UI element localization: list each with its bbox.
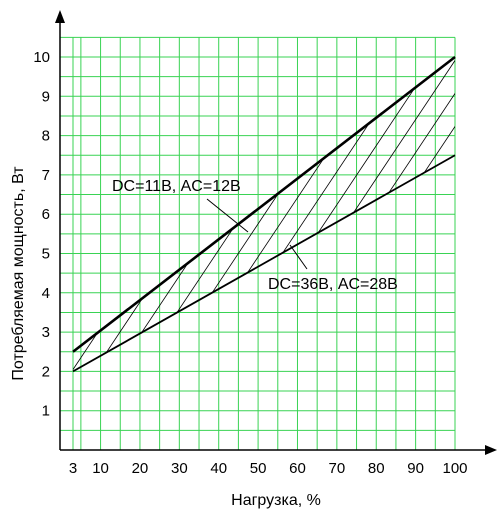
x-tick-label: 100 (442, 460, 467, 477)
y-tick-label: 9 (42, 88, 50, 105)
series-line-lower (72, 154, 456, 373)
y-tick-label: 10 (33, 49, 50, 66)
x-axis-arrow (485, 445, 497, 455)
y-tick-label: 5 (42, 246, 50, 263)
annotation-upper-leader (206, 198, 249, 233)
x-tick-label: 3 (69, 460, 77, 477)
axes (55, 10, 497, 455)
hatch-line (357, 57, 455, 372)
hatch-line (73, 57, 373, 372)
annotation-upper-line: DC=11В, AC=12В (112, 178, 241, 195)
grid (60, 36, 456, 450)
hatch-line (468, 20, 499, 470)
y-tick-label: 7 (42, 167, 50, 184)
x-tick-label: 60 (289, 460, 306, 477)
y-tick-label: 2 (42, 363, 50, 380)
tick-labels: 3 10 20 30 40 50 60 70 80 90 100 1 2 3 4 5 6 7 8 9 10 (33, 49, 467, 477)
annotation-lower-leader (289, 244, 308, 270)
hatched-band (73, 20, 499, 470)
hatch-line (445, 57, 455, 372)
annotation-lower-line: DC=36В, AC=28В (268, 276, 398, 293)
hatch-line (490, 20, 499, 470)
hatch-line (115, 57, 417, 372)
y-tick-label: 6 (42, 206, 50, 223)
x-tick-label: 10 (92, 460, 109, 477)
hatch-line (269, 57, 455, 372)
x-tick-label: 70 (329, 460, 346, 477)
y-tick-label: 3 (42, 324, 50, 341)
y-tick-label: 8 (42, 128, 50, 145)
y-tick-label: 1 (42, 403, 50, 420)
hatch-line (73, 57, 219, 372)
hatch-line (225, 57, 455, 372)
hatch-line (181, 57, 455, 372)
hatch-line (137, 57, 439, 372)
x-tick-label: 40 (210, 460, 227, 477)
hatch-line (73, 57, 351, 372)
hatch-line (247, 57, 455, 372)
y-axis-arrow (55, 10, 65, 23)
series-line-upper (72, 55, 456, 353)
x-tick-label: 20 (132, 460, 149, 477)
y-axis-title: Потребляемая мощность, Вт (10, 166, 27, 381)
hatch-line (379, 57, 455, 372)
x-tick-label: 30 (171, 460, 188, 477)
hatch-line (73, 57, 263, 372)
hatch-line (93, 57, 395, 372)
x-tick-label: 50 (250, 460, 267, 477)
hatch-line (73, 57, 307, 372)
x-tick-label: 80 (368, 460, 385, 477)
hatch-line (313, 57, 455, 372)
x-tick-label: 90 (407, 460, 424, 477)
y-tick-label: 4 (42, 285, 50, 302)
x-axis-title: Нагрузка, % (231, 492, 321, 509)
hatch-line (73, 57, 197, 372)
series-lines (72, 55, 456, 373)
